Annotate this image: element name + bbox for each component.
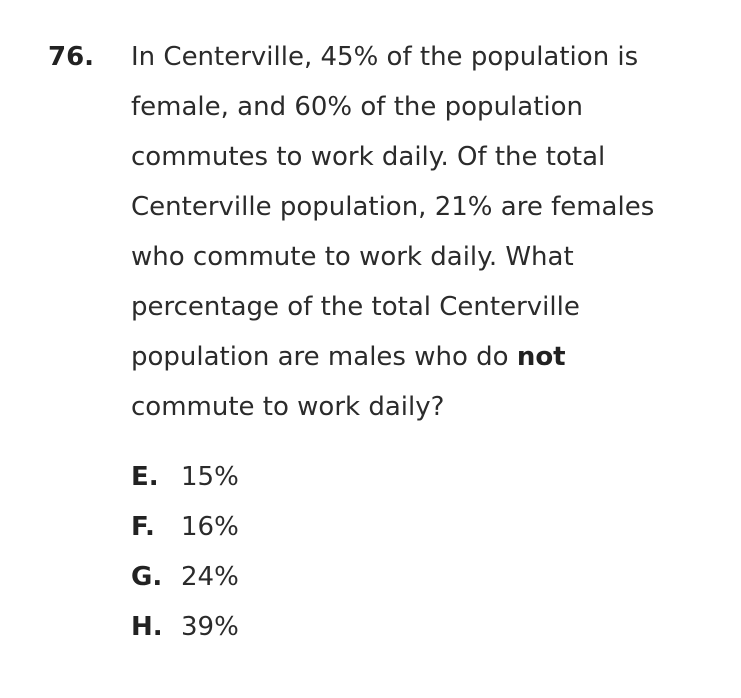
choice-g[interactable]: G. 24% [131,552,431,602]
stem-line-5: who commute to work daily. What [131,242,574,272]
choice-text: 24% [181,562,239,592]
stem-line-6: percentage of the total Centerville [131,292,580,322]
stem-line-4: Centerville population, 21% are females [131,192,655,222]
choice-text: 16% [181,512,239,542]
choice-f[interactable]: F. 16% [131,502,431,552]
stem-line-7: population are males who do not [131,332,721,382]
choice-letter: G. [131,562,163,592]
choice-letter: F. [131,512,155,542]
stem-line-7-text: population are males who do [131,342,517,372]
stem-line-2: female, and 60% of the population [131,92,584,122]
stem-line-1: In Centerville, 45% of the population is [131,42,639,72]
choice-letter: H. [131,612,163,642]
choice-text: 39% [181,612,239,642]
stem-line-3: commutes to work daily. Of the total [131,142,606,172]
choice-h[interactable]: H. 39% [131,602,431,652]
choice-letter: E. [131,462,159,492]
answer-choices: E. 15% F. 16% G. 24% H. 39% [131,452,431,652]
question-stem: In Centerville, 45% of the population is… [131,32,721,432]
stem-line-8: commute to work daily? [131,392,445,422]
emphasis-not: not [516,342,566,372]
choice-text: 15% [181,462,239,492]
choice-e[interactable]: E. 15% [131,452,431,502]
question-number: 76. [48,42,95,72]
